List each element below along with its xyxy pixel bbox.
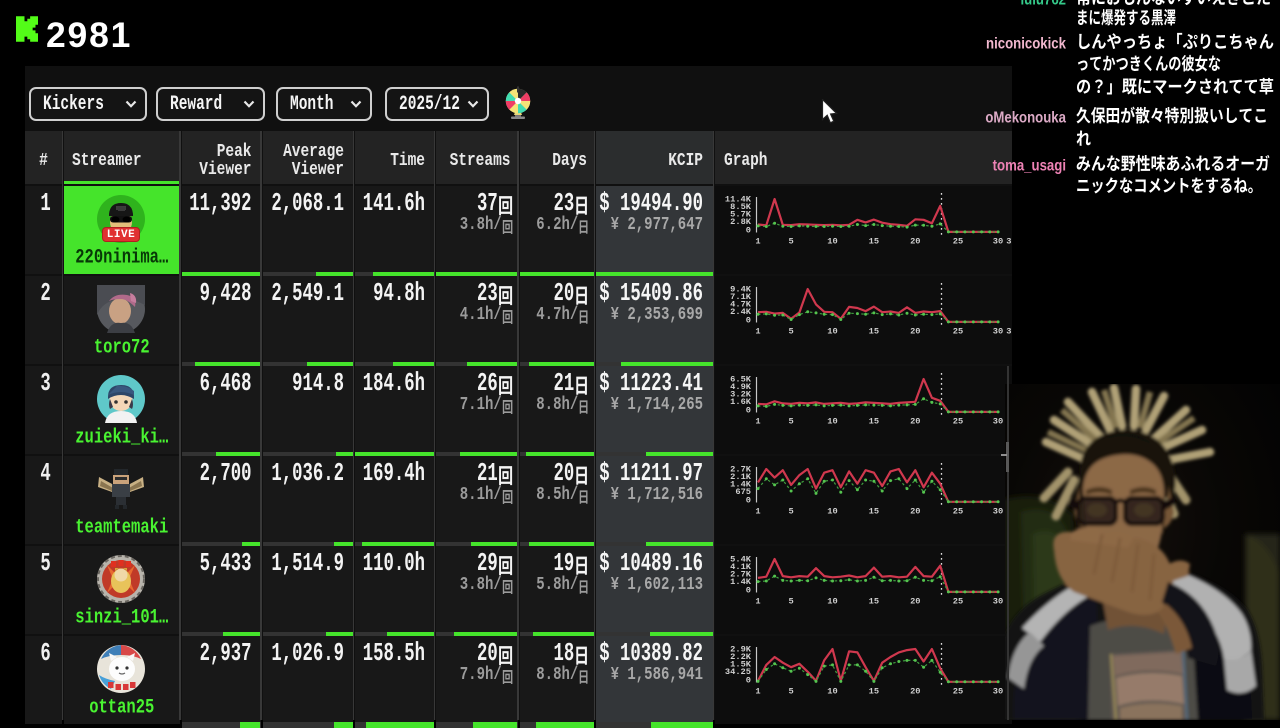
svg-text:15: 15 xyxy=(869,327,879,337)
svg-text:15: 15 xyxy=(869,507,879,517)
svg-text:30: 30 xyxy=(993,327,1003,337)
svg-text:4.9K: 4.9K xyxy=(730,382,752,392)
svg-text:15: 15 xyxy=(869,417,879,427)
svg-text:0: 0 xyxy=(746,406,751,416)
svg-text:3.2K: 3.2K xyxy=(730,390,752,400)
svg-text:30: 30 xyxy=(993,507,1003,517)
svg-text:5.4K: 5.4K xyxy=(730,554,752,564)
svg-text:31: 31 xyxy=(1006,327,1011,337)
svg-text:20: 20 xyxy=(910,597,920,607)
svg-text:20: 20 xyxy=(910,507,920,517)
svg-text:10: 10 xyxy=(827,507,837,517)
svg-text:20: 20 xyxy=(910,417,920,427)
svg-text:1.4K: 1.4K xyxy=(730,577,752,587)
svg-text:30: 30 xyxy=(993,417,1003,427)
svg-text:10: 10 xyxy=(827,417,837,427)
svg-text:30: 30 xyxy=(993,687,1003,697)
svg-text:5.7K: 5.7K xyxy=(730,210,752,220)
svg-text:675: 675 xyxy=(735,487,751,497)
svg-text:15: 15 xyxy=(869,237,879,247)
svg-text:30: 30 xyxy=(993,237,1003,247)
svg-text:25: 25 xyxy=(953,597,963,607)
svg-text:1: 1 xyxy=(755,417,760,427)
svg-text:1: 1 xyxy=(755,687,760,697)
svg-text:25: 25 xyxy=(953,237,963,247)
svg-text:5: 5 xyxy=(788,687,793,697)
svg-text:25: 25 xyxy=(953,327,963,337)
svg-text:10: 10 xyxy=(827,327,837,337)
svg-text:5: 5 xyxy=(788,597,793,607)
svg-text:20: 20 xyxy=(910,237,920,247)
svg-text:1.5K: 1.5K xyxy=(730,660,752,670)
svg-text:2.2K: 2.2K xyxy=(730,652,752,662)
svg-text:7.1K: 7.1K xyxy=(730,292,752,302)
svg-text:6.5K: 6.5K xyxy=(730,374,752,384)
svg-text:2.1K: 2.1K xyxy=(730,472,752,482)
svg-text:4.7K: 4.7K xyxy=(730,300,752,310)
svg-text:0: 0 xyxy=(746,676,751,686)
svg-text:9.4K: 9.4K xyxy=(730,284,752,294)
svg-text:1: 1 xyxy=(755,507,760,517)
svg-text:1: 1 xyxy=(755,327,760,337)
svg-text:1.4K: 1.4K xyxy=(730,480,752,490)
svg-text:30: 30 xyxy=(993,597,1003,607)
svg-text:25: 25 xyxy=(953,507,963,517)
svg-text:31: 31 xyxy=(1006,237,1011,247)
svg-text:1: 1 xyxy=(755,597,760,607)
svg-text:20: 20 xyxy=(910,687,920,697)
svg-text:11.4K: 11.4K xyxy=(725,194,752,204)
svg-text:2.7K: 2.7K xyxy=(730,570,752,580)
svg-text:10: 10 xyxy=(827,687,837,697)
svg-text:15: 15 xyxy=(869,597,879,607)
svg-text:0: 0 xyxy=(746,496,751,506)
svg-text:0: 0 xyxy=(746,226,751,236)
svg-text:10: 10 xyxy=(827,597,837,607)
svg-text:2.7K: 2.7K xyxy=(730,464,752,474)
svg-text:5: 5 xyxy=(788,417,793,427)
svg-text:0: 0 xyxy=(746,316,751,326)
svg-text:20: 20 xyxy=(910,327,920,337)
svg-text:0: 0 xyxy=(746,586,751,596)
svg-text:2.8K: 2.8K xyxy=(730,217,752,227)
svg-text:25: 25 xyxy=(953,687,963,697)
svg-text:1: 1 xyxy=(755,237,760,247)
svg-text:5: 5 xyxy=(788,237,793,247)
svg-text:25: 25 xyxy=(953,417,963,427)
svg-text:2.4K: 2.4K xyxy=(730,307,752,317)
svg-text:2.9K: 2.9K xyxy=(730,644,752,654)
svg-text:8.5K: 8.5K xyxy=(730,202,752,212)
svg-text:1.6K: 1.6K xyxy=(730,397,752,407)
svg-text:4.1K: 4.1K xyxy=(730,562,752,572)
svg-text:5: 5 xyxy=(788,327,793,337)
svg-text:34.25: 34.25 xyxy=(725,667,751,677)
svg-text:15: 15 xyxy=(869,687,879,697)
svg-text:5: 5 xyxy=(788,507,793,517)
svg-text:10: 10 xyxy=(827,237,837,247)
